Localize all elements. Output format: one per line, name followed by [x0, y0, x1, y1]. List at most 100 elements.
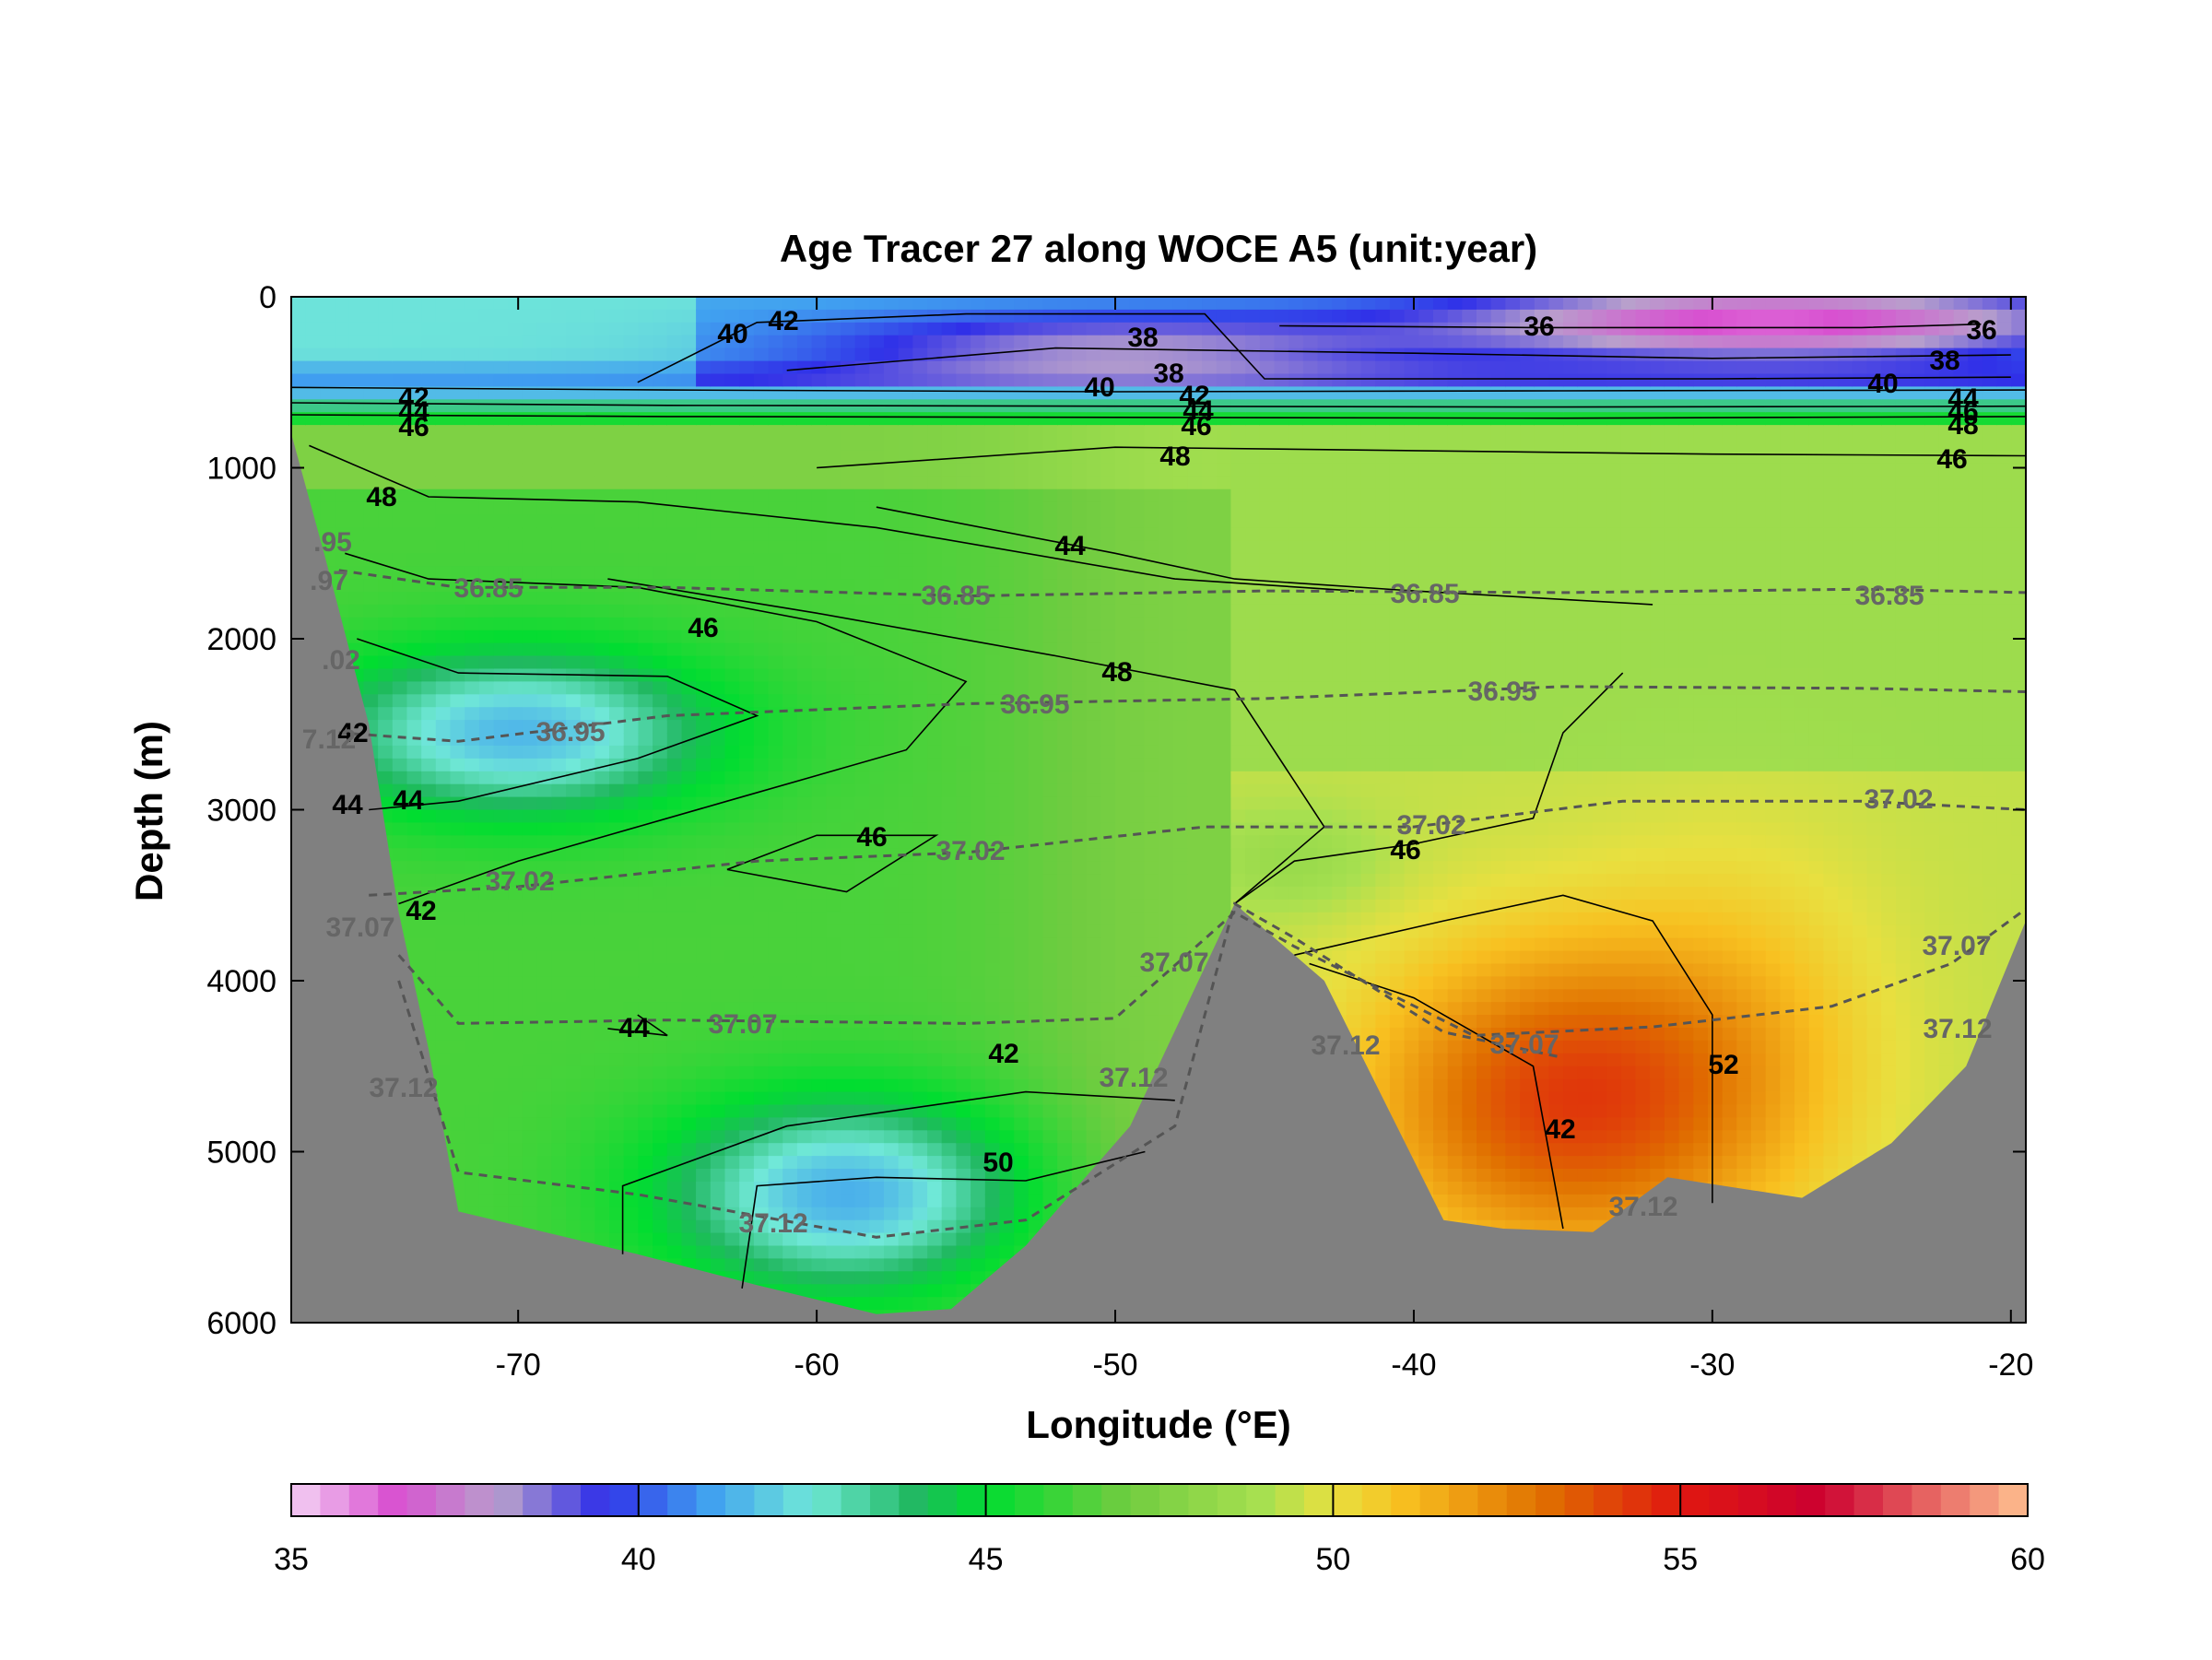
chart-title: Age Tracer 27 along WOCE A5 (unit:year) — [780, 227, 1537, 270]
heat-cell — [594, 1143, 610, 1157]
heat-cell — [450, 950, 465, 965]
heat-cell — [1159, 963, 1174, 978]
heat-cell — [638, 835, 653, 849]
heat-cell — [927, 1284, 943, 1298]
heat-cell — [478, 566, 495, 580]
heat-cell — [623, 989, 640, 1003]
heat-cell — [739, 822, 755, 837]
heat-cell — [1028, 707, 1044, 721]
heat-cell — [796, 297, 813, 311]
heat-cell — [971, 899, 986, 913]
heat-cell — [739, 937, 755, 952]
heat-cell — [811, 771, 828, 785]
heat-cell — [1057, 373, 1073, 388]
heat-cell — [681, 822, 697, 837]
heat-cell — [421, 489, 437, 503]
heat-cell — [335, 373, 350, 388]
heat-cell — [826, 592, 841, 606]
heat-cell — [1028, 668, 1044, 683]
heat-cell — [912, 425, 928, 439]
heat-cell — [811, 579, 828, 593]
heat-cell — [406, 848, 422, 862]
heat-cell — [854, 1271, 871, 1285]
heat-cell — [392, 322, 408, 336]
heat-cell — [941, 809, 958, 824]
heat-cell — [406, 527, 422, 542]
heat-cell — [681, 937, 697, 952]
heat-cell — [508, 1053, 524, 1067]
heat-cell — [508, 566, 524, 580]
heat-cell — [594, 566, 610, 580]
heat-cell — [927, 630, 943, 644]
heat-cell — [956, 297, 971, 311]
heat-cell — [450, 733, 465, 747]
heat-cell — [1086, 617, 1102, 631]
heat-cell — [666, 1091, 683, 1106]
heat-cell — [522, 501, 538, 516]
heat-cell — [508, 412, 524, 426]
heat-cell — [653, 360, 668, 375]
heat-cell — [681, 694, 697, 708]
heat-cell — [869, 476, 885, 490]
heat-cell — [956, 604, 971, 618]
heat-cell — [478, 1053, 495, 1067]
heat-cell — [884, 553, 900, 567]
heat-cell — [841, 476, 856, 490]
heat-cell — [465, 527, 480, 542]
heat-cell — [912, 489, 928, 503]
heat-cell — [768, 1232, 784, 1247]
heat-cell — [841, 425, 856, 439]
heat-cell — [841, 617, 856, 631]
heat-cell — [768, 707, 784, 721]
heat-cell — [1086, 1065, 1102, 1080]
heat-cell — [1086, 924, 1102, 939]
heat-cell — [666, 1015, 683, 1029]
heat-cell — [594, 912, 610, 926]
heat-cell — [1100, 566, 1116, 580]
heat-cell — [551, 425, 567, 439]
heat-cell — [941, 924, 958, 939]
heat-cell — [335, 476, 350, 490]
heat-cell — [811, 694, 828, 708]
heat-cell — [956, 720, 971, 734]
heat-cell — [724, 360, 740, 375]
heat-cell — [465, 707, 480, 721]
heat-cell — [638, 745, 653, 759]
heat-cell — [1187, 617, 1203, 631]
heat-cell — [854, 1053, 871, 1067]
heat-cell — [884, 412, 900, 426]
heat-cell — [609, 1169, 625, 1183]
heat-cell — [1100, 360, 1116, 375]
heat-cell — [566, 745, 582, 759]
heat-cell — [638, 720, 653, 734]
heat-cell — [956, 527, 971, 542]
heat-cell — [841, 360, 856, 375]
heat-cell — [666, 566, 683, 580]
heat-cell — [1159, 335, 1174, 349]
heat-cell — [363, 335, 379, 349]
heat-cell — [465, 783, 480, 798]
heat-cell — [493, 720, 510, 734]
heat-cell — [681, 1156, 697, 1170]
heat-cell — [566, 822, 582, 837]
heat-cell — [522, 412, 538, 426]
heat-cell — [406, 425, 422, 439]
heat-cell — [912, 476, 928, 490]
heat-cell — [724, 1078, 740, 1093]
heat-cell — [796, 783, 813, 798]
heat-cell — [681, 963, 697, 978]
heat-cell — [927, 1182, 943, 1195]
heat-cell — [1071, 771, 1088, 785]
heat-cell — [681, 617, 697, 631]
heat-cell — [580, 540, 596, 554]
heat-cell — [696, 848, 712, 862]
heat-cell — [508, 1130, 524, 1144]
heat-cell — [378, 527, 394, 542]
heat-cell — [666, 655, 683, 670]
heat-cell — [1159, 874, 1174, 888]
heat-cell — [1086, 1130, 1102, 1144]
heat-cell — [508, 540, 524, 554]
heat-cell — [1042, 733, 1058, 747]
heat-cell — [566, 1002, 582, 1016]
heat-cell — [392, 681, 408, 696]
